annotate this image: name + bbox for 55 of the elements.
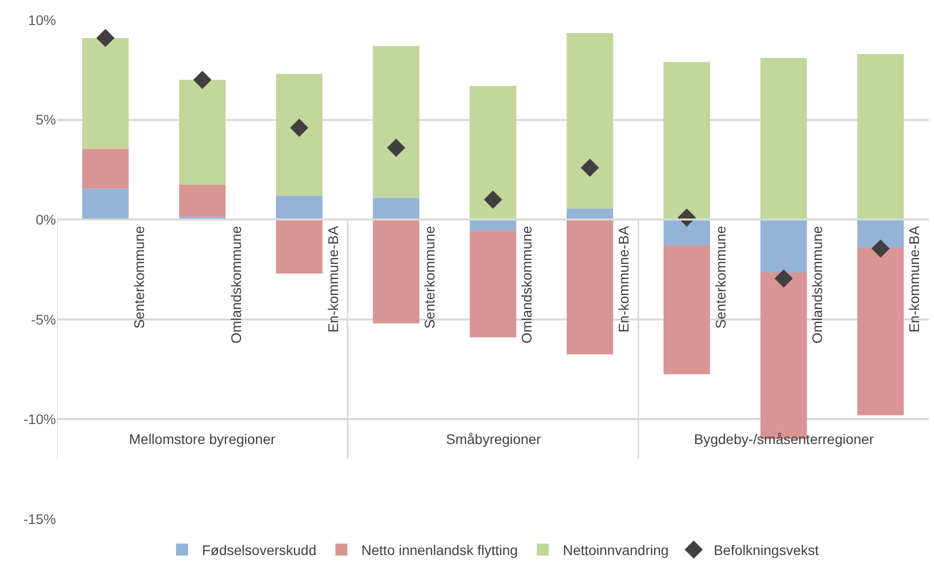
bar	[470, 230, 516, 338]
legend-label: Nettoinnvandring	[562, 542, 669, 558]
x-tick-label: Senterkommune	[130, 226, 147, 329]
y-tick-label: 0%	[36, 212, 56, 228]
x-tick-label: En-kommune-BA	[615, 225, 632, 333]
bar	[372, 198, 420, 220]
bar	[276, 220, 322, 274]
y-tick-label: -5%	[31, 311, 56, 328]
annotation: Bygdeby-/småsenterregioner	[694, 431, 874, 447]
legend-label: Netto innenlandsk flytting	[361, 542, 518, 558]
bar	[470, 86, 516, 220]
point	[871, 239, 890, 258]
annotation: Småbyregioner	[446, 431, 542, 447]
bar	[566, 32, 614, 209]
legend-label: Befolkningsvekst	[714, 542, 819, 558]
x-tick-label: Omlandskommune	[809, 226, 826, 344]
annotation: Mellomstore byregioner	[129, 431, 276, 447]
x-tick-label: Omlandskommune	[228, 226, 244, 344]
bar	[276, 196, 322, 220]
bar	[276, 74, 322, 196]
y-tick-label: -10%	[23, 411, 56, 428]
bar	[82, 188, 129, 220]
x-tick-label: En-kommune-BA	[324, 225, 341, 333]
bar	[470, 220, 516, 231]
bar	[82, 148, 129, 189]
point	[193, 70, 212, 89]
bar	[82, 38, 129, 149]
bar	[664, 246, 710, 374]
point	[580, 158, 599, 177]
legend-label: Fødselsoverskudd	[202, 542, 316, 558]
bar	[760, 58, 807, 220]
bar	[372, 220, 420, 324]
x-tick-label: Senterkommune	[422, 226, 438, 329]
point	[774, 269, 793, 288]
bar	[179, 80, 226, 185]
bar	[857, 54, 904, 220]
y-tick-label: 10%	[28, 12, 56, 28]
x-tick-label: Omlandskommune	[518, 226, 535, 344]
bar	[664, 220, 710, 246]
bar	[566, 220, 614, 354]
bar	[566, 208, 614, 220]
point	[96, 28, 115, 48]
point	[484, 190, 502, 209]
point	[387, 138, 406, 157]
bar	[664, 62, 710, 220]
bar	[179, 184, 226, 217]
bar	[760, 220, 807, 272]
bar	[372, 46, 420, 198]
x-tick-label: En-kommune-BA	[906, 225, 922, 333]
bar	[857, 248, 904, 416]
y-tick-label: 5%	[36, 112, 56, 128]
bar	[857, 220, 904, 248]
x-tick-label: Senterkommune	[712, 226, 728, 329]
y-tick-label: -15%	[23, 510, 56, 527]
point	[290, 118, 308, 137]
